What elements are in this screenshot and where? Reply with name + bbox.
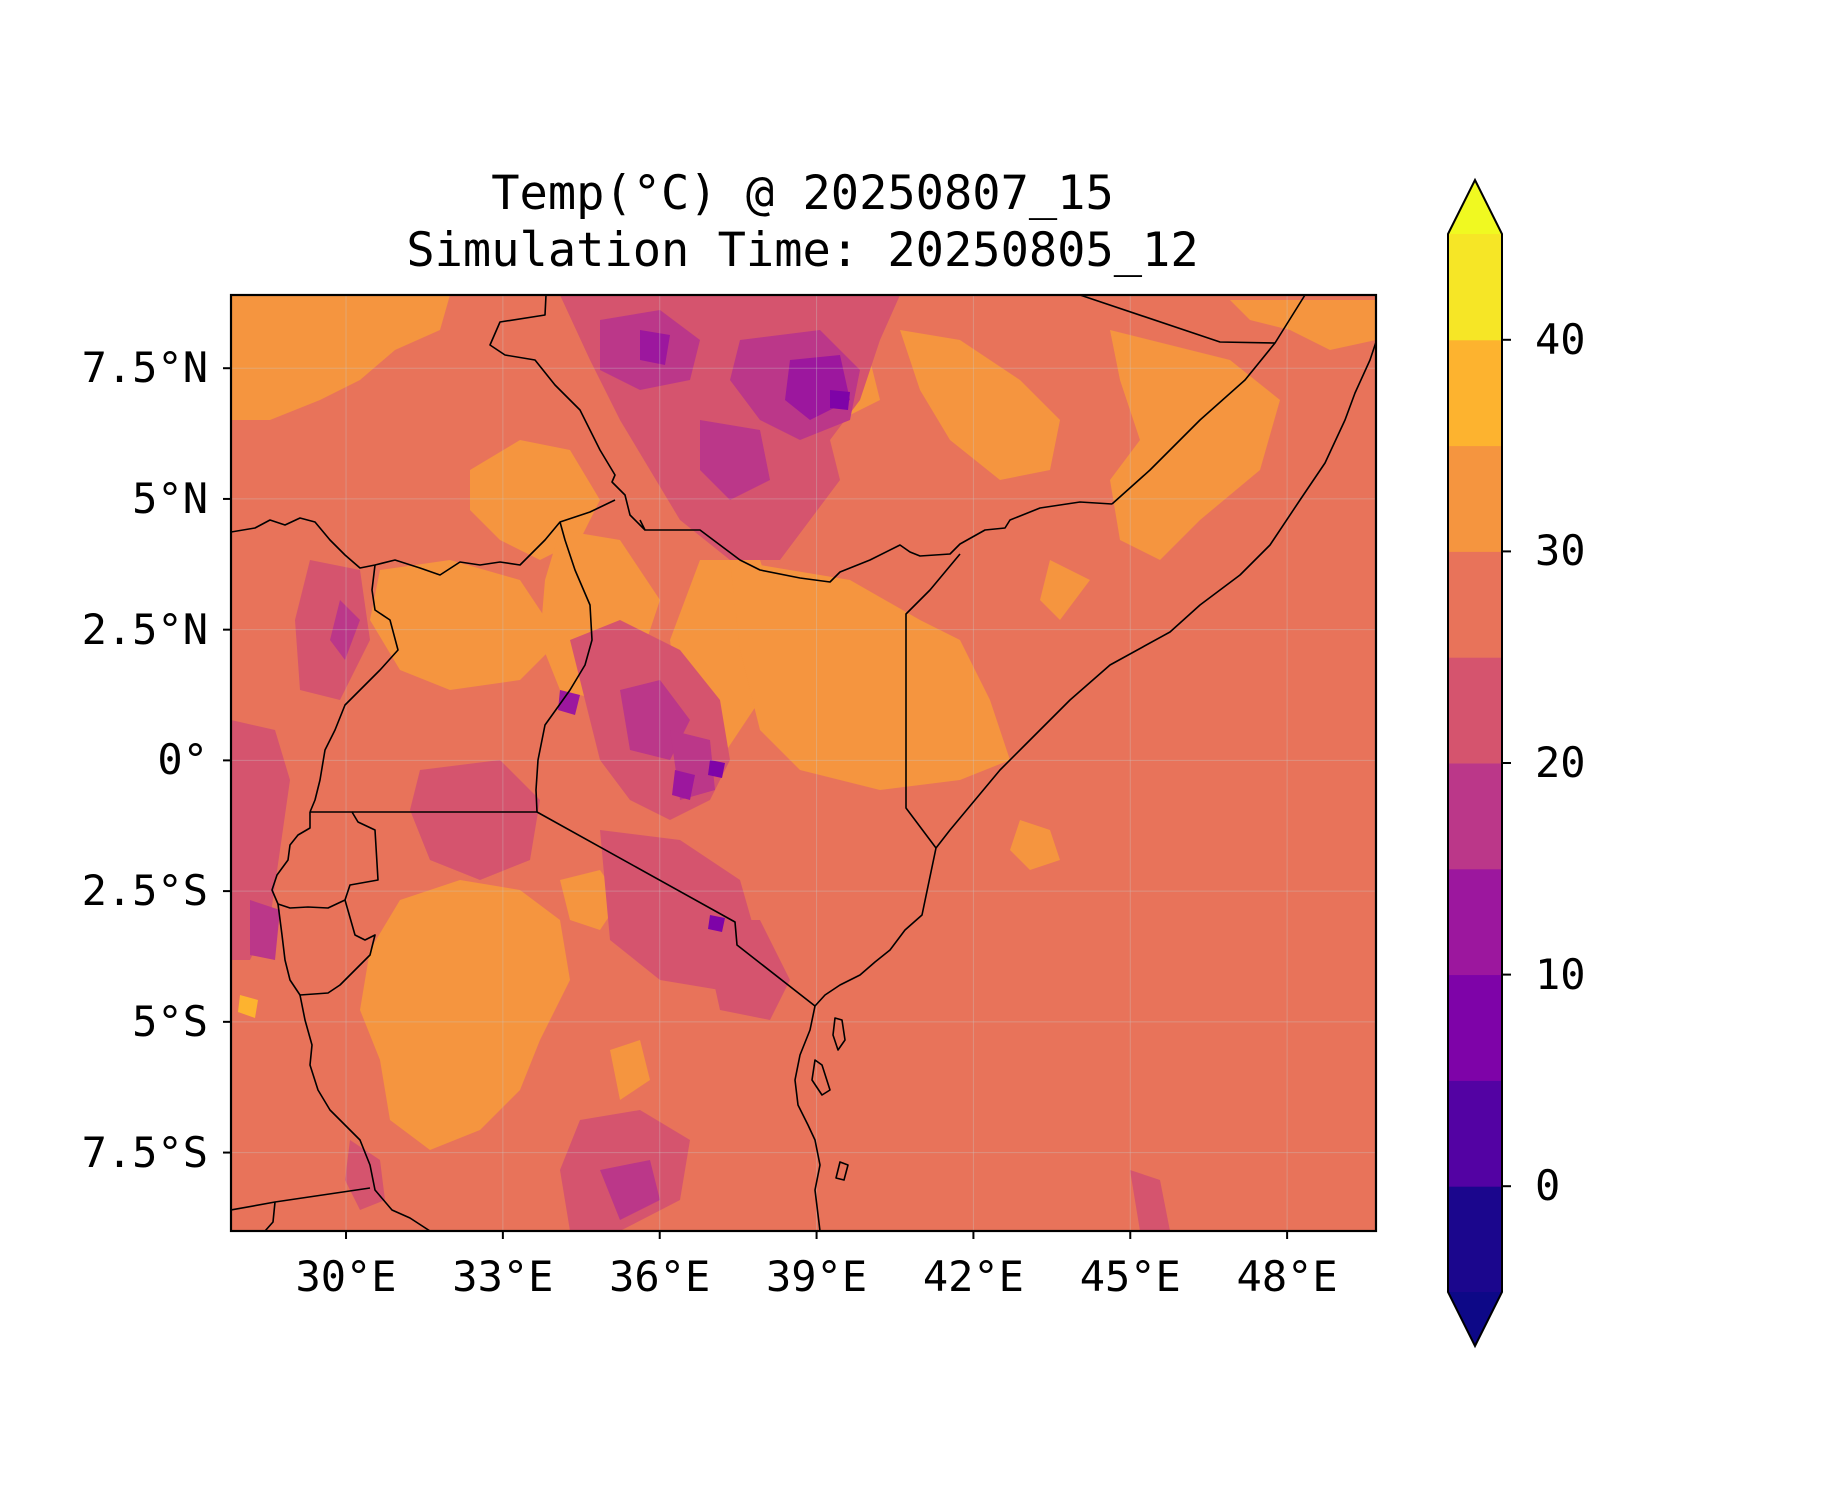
x-tick-label: 39°E	[765, 1252, 868, 1301]
colorbar-segment	[1448, 974, 1502, 1081]
y-tick-marks	[223, 367, 231, 1154]
southwest-border-segment	[264, 1201, 276, 1231]
x-tick-label: 30°E	[295, 1252, 397, 1301]
south-sudan-uganda-border	[374, 499, 616, 576]
south-sudan-drc-border	[231, 517, 376, 569]
indian-ocean-coastline	[794, 341, 1376, 1231]
colorbar-segment	[1448, 234, 1502, 341]
zanzibar-island	[832, 1017, 846, 1051]
sudan-south-sudan-ethiopia-border	[489, 295, 646, 531]
y-tick-label: 5°S	[132, 996, 208, 1046]
country-borders	[231, 295, 1376, 1231]
colorbar-tick-label: 40	[1535, 314, 1586, 364]
pemba-island	[835, 1161, 849, 1181]
burundi-tanzania-border	[277, 899, 376, 996]
colorbar-outline	[1447, 177, 1503, 1349]
colorbar-tick-label: 0	[1535, 1161, 1561, 1211]
colorbar-tick-label: 20	[1535, 738, 1586, 787]
colorbar-under-extension	[1448, 1292, 1502, 1346]
rwanda-burundi-borders	[271, 811, 379, 909]
colorbar-over-extension	[1448, 180, 1502, 234]
ethiopia-somalia-border	[1111, 295, 1306, 505]
temperature-field	[231, 295, 1376, 1231]
y-tick-label: 7.5°N	[81, 343, 208, 393]
y-tick-label: 2.5°S	[81, 866, 208, 916]
x-tick-label: 45°E	[1079, 1252, 1181, 1301]
colorbar-segment	[1448, 551, 1502, 658]
y-tick-label: 0°	[157, 735, 208, 785]
x-tick-label: 48°E	[1236, 1252, 1338, 1301]
map-gridlines	[231, 295, 1376, 1231]
colorbar-segment	[1448, 445, 1502, 552]
colorbar-segment	[1448, 339, 1502, 447]
y-tick-label: 7.5°S	[81, 1127, 208, 1177]
colorbar-segment	[1448, 1186, 1502, 1293]
colorbar-segment	[1448, 868, 1502, 976]
x-tick-marks	[345, 1231, 1289, 1239]
uganda-kenya-border	[535, 521, 593, 813]
map-subtitle: Simulation Time: 20250805_12	[406, 223, 1199, 278]
x-tick-label: 36°E	[609, 1252, 711, 1301]
colorbar	[1447, 177, 1503, 1349]
x-tick-label: 42°E	[922, 1252, 1024, 1301]
lake-tanganyika-shore	[299, 994, 431, 1231]
y-tick-label: 2.5°N	[81, 604, 208, 654]
colorbar-segment	[1448, 657, 1502, 764]
map-frame	[229, 293, 1378, 1233]
colorbar-tick-marks	[1502, 338, 1511, 1188]
ethiopia-somaliland-border	[1079, 295, 1276, 344]
drc-uganda-border	[309, 564, 399, 813]
colorbar-segment	[1448, 763, 1502, 870]
colorbar-tick-label: 30	[1535, 526, 1586, 576]
kenya-somalia-border	[905, 553, 961, 849]
colorbar-segment	[1448, 1080, 1502, 1187]
field-5-10	[708, 390, 850, 932]
kenya-tanzania-border	[536, 811, 816, 1007]
map-title: Temp(°C) @ 20250807_15	[491, 166, 1114, 221]
y-tick-label: 5°N	[132, 473, 208, 523]
colorbar-tick-label: 10	[1535, 949, 1586, 999]
mafia-island	[811, 1059, 831, 1096]
ilemi-ethiopia-kenya-border	[639, 501, 1113, 583]
x-tick-label: 33°E	[452, 1252, 554, 1301]
